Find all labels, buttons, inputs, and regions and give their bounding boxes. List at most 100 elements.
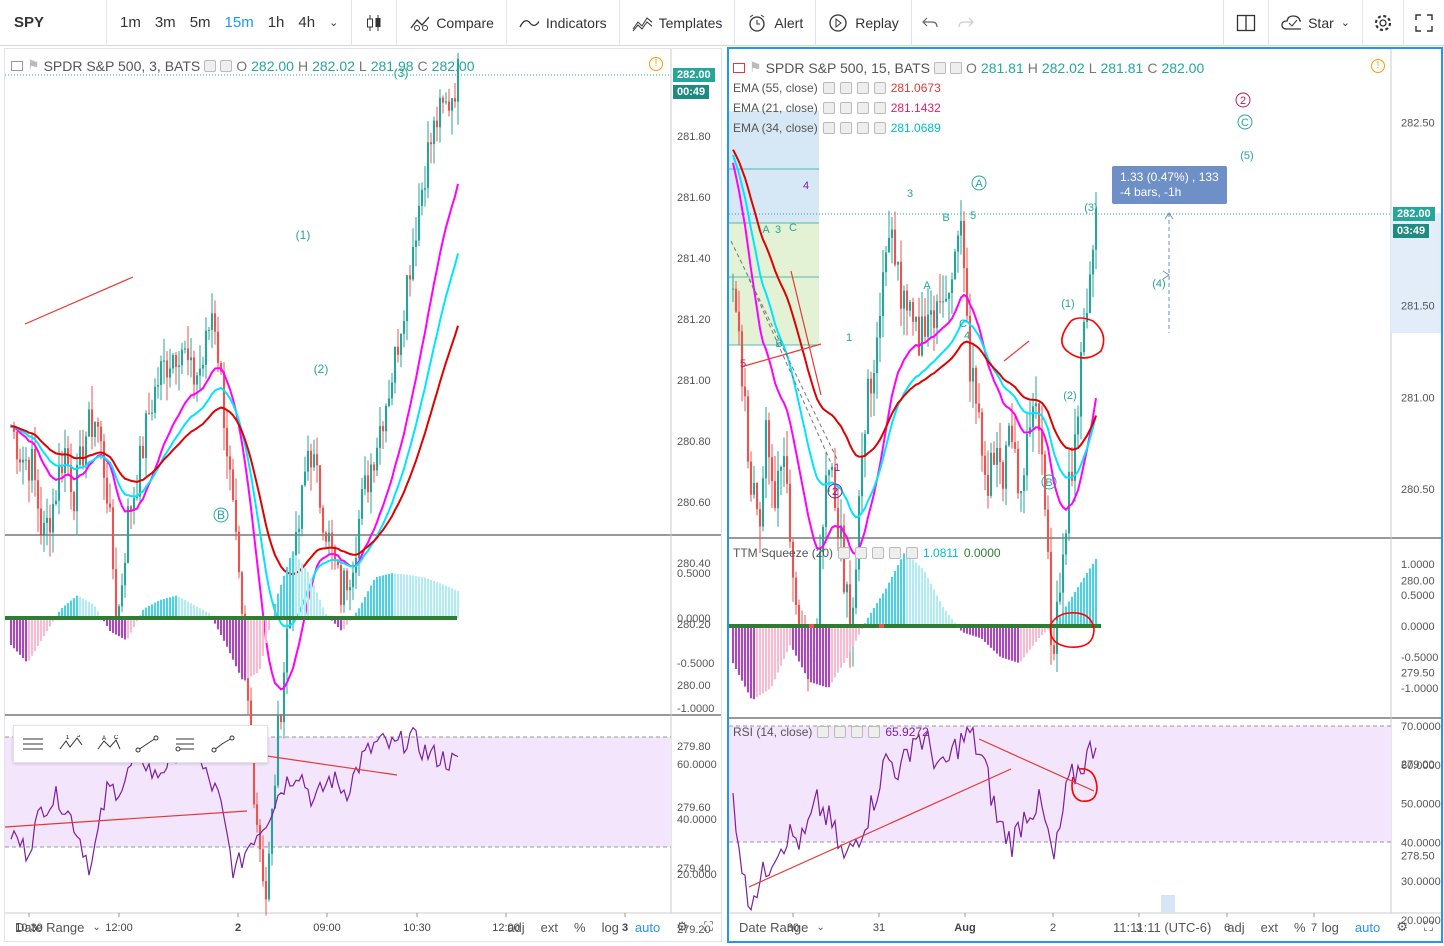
right-time-tick: 31 [873, 922, 885, 934]
right-candle-body [983, 455, 987, 475]
left-candle-body [72, 492, 76, 512]
interval-3m[interactable]: 3m [154, 14, 176, 31]
star-button[interactable]: Star ⌄ [1269, 0, 1362, 46]
ext-toggle[interactable]: ext [1260, 919, 1278, 935]
date-range-button[interactable]: Date Range [15, 919, 85, 935]
ema34-legend[interactable]: EMA (34, close) 281.0689 [733, 121, 941, 135]
time-display[interactable]: 11:11:11 (UTC-6) [1113, 919, 1212, 935]
path-icon[interactable] [204, 726, 242, 762]
interval-1m[interactable]: 1m [120, 14, 141, 31]
collapse-icon[interactable] [11, 60, 23, 71]
right-squeeze-bar [1043, 626, 1047, 633]
left-chart-pane[interactable]: 281.80 281.60 281.40 281.20 281.00 280.80 280.… [4, 48, 722, 942]
redo-button[interactable] [948, 0, 984, 46]
chart-type-button[interactable] [352, 0, 396, 46]
left-symbol-name: SPDR S&P 500, 3, BATS [43, 57, 201, 74]
warning-icon[interactable]: ! [649, 57, 663, 71]
templates-button[interactable]: Templates [620, 0, 735, 46]
ema55-legend[interactable]: EMA (55, close) 281.0673 [733, 81, 941, 95]
interval-4h[interactable]: 4h [298, 14, 316, 31]
right-candle-body [833, 466, 837, 508]
right-squeeze-bar [812, 626, 816, 684]
high-label: H [297, 57, 309, 74]
right-wave-label: B [942, 212, 949, 224]
chart-settings-gear-icon[interactable]: ⚙ [676, 919, 688, 934]
right-candle-body [974, 367, 978, 404]
open-value: 282.00 [251, 57, 294, 74]
right-wave-label: 2 [832, 486, 838, 498]
date-range-chevron-icon[interactable]: ⌄ [92, 921, 101, 933]
right-candle-body [1079, 352, 1083, 417]
layout-button[interactable] [1224, 0, 1268, 46]
right-candle-body [944, 298, 948, 302]
interval-5m[interactable]: 5m [189, 14, 211, 31]
interval-1h[interactable]: 1h [267, 14, 285, 31]
date-range-button[interactable]: Date Range [739, 919, 809, 935]
maximize-icon[interactable]: ⛶ [703, 919, 713, 934]
collapse-icon[interactable] [733, 62, 745, 73]
left-candle-body [255, 804, 259, 825]
open-label: O [236, 57, 248, 74]
auto-toggle[interactable]: auto [1354, 919, 1381, 935]
right-wave-label: 3 [775, 224, 781, 236]
warning-icon[interactable]: ! [1371, 59, 1385, 73]
right-candle-body [911, 301, 915, 322]
left-squeeze-bar [216, 618, 220, 630]
left-legend: ⚑ SPDR S&P 500, 3, BATS O 282.00 H 282.02 … [11, 57, 474, 74]
rsi-legend[interactable]: RSI (14, close) 65.9272 [733, 725, 929, 739]
chart-settings-gear-icon[interactable]: ⚙ [1396, 919, 1408, 934]
flag-icon[interactable]: ⚑ [27, 57, 40, 73]
fullscreen-button[interactable] [1404, 0, 1444, 46]
menu-lines-icon[interactable] [14, 726, 52, 762]
ema21-legend[interactable]: EMA (21, close) 281.1432 [733, 101, 941, 115]
interval-15m[interactable]: 15m [224, 14, 254, 31]
settings-icon[interactable] [220, 59, 233, 72]
templates-icon [632, 13, 652, 33]
flag-icon[interactable]: ⚑ [749, 59, 762, 75]
indicators-button[interactable]: Indicators [507, 0, 619, 46]
layout-icon [1236, 13, 1256, 33]
ext-toggle[interactable]: ext [540, 919, 558, 935]
alert-button[interactable]: Alert [735, 0, 815, 46]
replay-icon [828, 13, 848, 33]
left-candle-body [252, 742, 256, 805]
left-candle-body [33, 448, 37, 481]
auto-toggle[interactable]: auto [634, 919, 661, 935]
trend-line-icon[interactable] [128, 726, 166, 762]
percent-toggle[interactable]: % [574, 919, 586, 935]
right-chart-canvas[interactable]: 283.50283.00282.50281.50281.00280.50280.… [729, 49, 1441, 941]
percent-toggle[interactable]: % [1294, 919, 1306, 935]
right-chart-pane[interactable]: 283.50283.00282.50281.50281.00280.50280.… [727, 47, 1443, 943]
symbol-search[interactable]: SPY [14, 14, 45, 31]
adj-toggle[interactable]: adj [1227, 919, 1245, 935]
squeeze-legend[interactable]: TTM Squeeze (20) 1.0811 0.0000 [733, 546, 1001, 560]
right-wave-label: (5) [1240, 150, 1253, 162]
left-squeeze-bar [159, 599, 163, 618]
fib-icon[interactable] [166, 726, 204, 762]
left-candle-body [393, 346, 397, 383]
interval-dropdown-chevron-icon[interactable]: ⌄ [329, 17, 339, 29]
left-candle-body [177, 365, 181, 367]
maximize-icon[interactable]: ⛶ [1423, 919, 1433, 934]
left-chart-canvas[interactable]: 281.80 281.60 281.40 281.20 281.00 280.80 280.… [5, 49, 721, 941]
eye-icon[interactable] [204, 59, 217, 72]
log-toggle[interactable]: log [601, 919, 619, 935]
right-candle-body [863, 433, 867, 457]
settings-button[interactable] [1363, 0, 1403, 46]
left-squeeze-bar [180, 598, 184, 618]
adj-toggle[interactable]: adj [507, 919, 525, 935]
compare-button[interactable]: Compare [397, 0, 506, 46]
low-label: L [358, 57, 367, 74]
date-range-chevron-icon[interactable]: ⌄ [816, 921, 825, 933]
left-candle-body [120, 585, 124, 607]
settings-icon[interactable] [950, 61, 963, 74]
log-toggle[interactable]: log [1321, 919, 1339, 935]
eye-icon[interactable] [934, 61, 947, 74]
right-candle-body [956, 235, 960, 252]
replay-button[interactable]: Replay [816, 0, 911, 46]
left-squeeze-bar [123, 618, 127, 640]
left-candle-body [372, 464, 376, 471]
undo-button[interactable] [912, 0, 948, 46]
